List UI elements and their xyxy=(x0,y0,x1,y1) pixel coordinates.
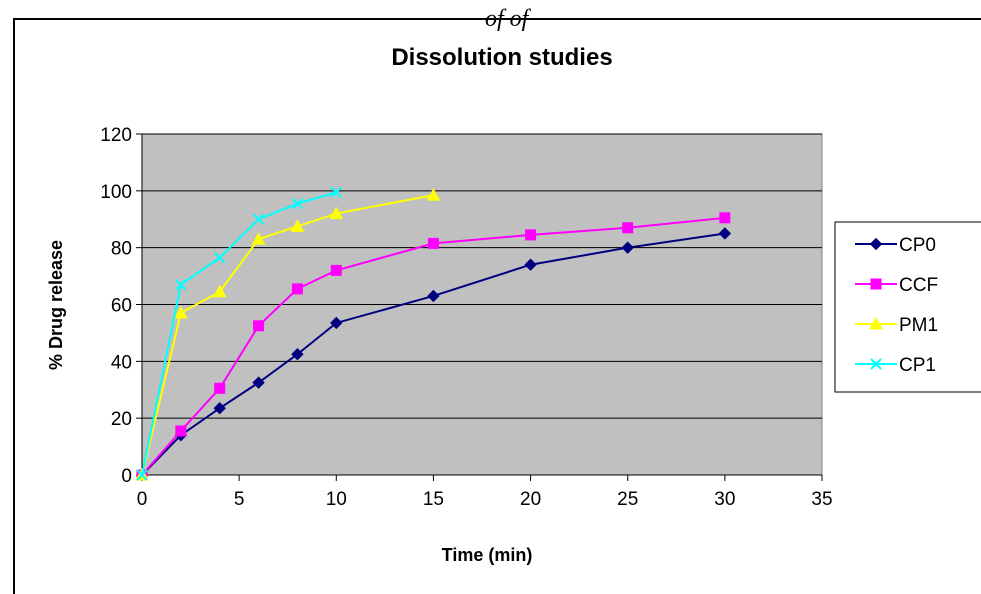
data-point-cp0-2 xyxy=(213,402,226,415)
legend-marker-cp1 xyxy=(870,358,882,370)
y-tick-label-0: 0 xyxy=(121,466,132,487)
series-line-cp1 xyxy=(141,191,337,476)
legend-marker-cp0 xyxy=(869,237,883,251)
data-point-cp1-4 xyxy=(291,197,304,210)
data-point-cp0-8 xyxy=(621,241,634,254)
series-line-cp0 xyxy=(141,232,726,476)
legend-label-cp1: CP1 xyxy=(899,355,936,376)
y-axis-label: % Drug release xyxy=(46,240,66,370)
legend: CP0 CCF PM1 CP1 xyxy=(834,221,981,393)
x-tick-label-20: 20 xyxy=(520,489,541,510)
data-point-cp1-2 xyxy=(214,251,226,264)
legend-label-cp0: CP0 xyxy=(899,235,936,256)
x-tick-label-15: 15 xyxy=(423,489,444,510)
data-point-cp1-3 xyxy=(252,213,265,225)
y-tick-label-100: 100 xyxy=(100,182,132,203)
x-axis-label: Time (min) xyxy=(442,545,533,565)
y-tick-label-60: 60 xyxy=(111,296,132,317)
data-point-ccf-2 xyxy=(214,382,226,394)
x-tick-label-25: 25 xyxy=(617,489,638,510)
data-point-cp0-7 xyxy=(524,258,537,271)
data-point-ccf-3 xyxy=(253,320,265,332)
data-point-cp1-0 xyxy=(136,469,148,481)
data-point-cp0-6 xyxy=(427,289,440,303)
series-line-ccf xyxy=(141,216,725,476)
data-point-pm1-2 xyxy=(212,284,227,298)
plot-area: 0 20 40 60 80 100 120 0 5 10 15 20 25 30 35 xyxy=(100,125,832,510)
y-tick-label-40: 40 xyxy=(111,352,132,373)
data-point-pm1-1 xyxy=(174,305,188,319)
data-point-cp0-5 xyxy=(330,316,343,330)
data-point-cp1-5 xyxy=(330,186,342,198)
data-point-ccf-7 xyxy=(525,229,537,241)
data-point-cp1-1 xyxy=(175,278,187,291)
data-point-cp0-3 xyxy=(252,376,265,389)
data-point-ccf-8 xyxy=(622,222,634,234)
x-tick-label-30: 30 xyxy=(714,489,735,510)
legend-marker-ccf xyxy=(870,278,882,290)
legend-label-pm1: PM1 xyxy=(899,315,938,336)
data-point-pm1-5 xyxy=(329,206,344,220)
cut-off-page-header: of of xyxy=(485,6,529,32)
series-cp1 xyxy=(136,186,342,481)
legend-marker-pm1 xyxy=(869,316,883,330)
y-tick-label-80: 80 xyxy=(111,239,132,260)
data-point-ccf-6 xyxy=(427,237,439,249)
y-tick-label-20: 20 xyxy=(111,409,132,430)
data-point-ccf-4 xyxy=(291,283,303,295)
series-cp0 xyxy=(135,227,732,482)
data-point-cp0-4 xyxy=(291,348,304,361)
data-point-pm1-4 xyxy=(290,219,305,232)
x-tick-label-5: 5 xyxy=(234,489,245,510)
legend-label-ccf: CCF xyxy=(899,275,938,296)
x-tick-label-0: 0 xyxy=(137,489,148,510)
data-point-ccf-5 xyxy=(330,264,342,276)
data-point-ccf-9 xyxy=(719,212,731,224)
data-point-ccf-1 xyxy=(175,425,187,437)
x-tick-label-10: 10 xyxy=(326,489,347,510)
data-point-cp0-9 xyxy=(718,227,732,240)
chart-title: Dissolution studies xyxy=(391,44,612,71)
x-tick-label-35: 35 xyxy=(811,489,832,510)
data-point-pm1-3 xyxy=(251,232,266,245)
y-tick-label-120: 120 xyxy=(100,125,132,146)
chart-frame: of of xyxy=(13,6,981,594)
data-point-pm1-6 xyxy=(426,188,441,201)
